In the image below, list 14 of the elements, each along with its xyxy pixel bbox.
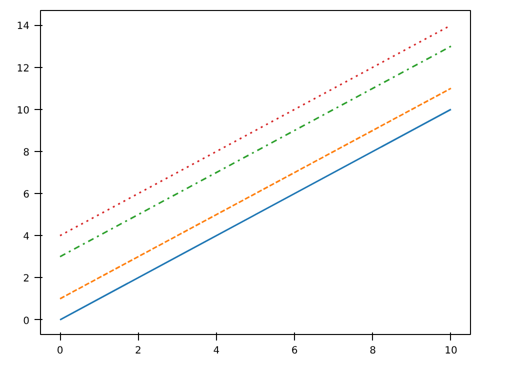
y-tick-label: 0 <box>23 316 30 327</box>
y-tick-label: 10 <box>16 105 30 116</box>
x-tick-label: 8 <box>370 346 376 356</box>
y-tick-label: 4 <box>23 232 30 243</box>
y-tick-label: 6 <box>23 190 30 201</box>
x-tick-label: 0 <box>56 346 64 356</box>
x-tick-label: 2 <box>135 346 142 356</box>
y-tick-label: 14 <box>16 21 30 32</box>
x-tick-label: 10 <box>444 346 458 356</box>
x-tick-label: 6 <box>291 346 298 356</box>
x-tick-label: 4 <box>213 346 220 356</box>
y-tick-label: 8 <box>23 147 30 158</box>
y-tick-label: 2 <box>23 274 30 285</box>
y-tick-label: 12 <box>16 63 30 74</box>
